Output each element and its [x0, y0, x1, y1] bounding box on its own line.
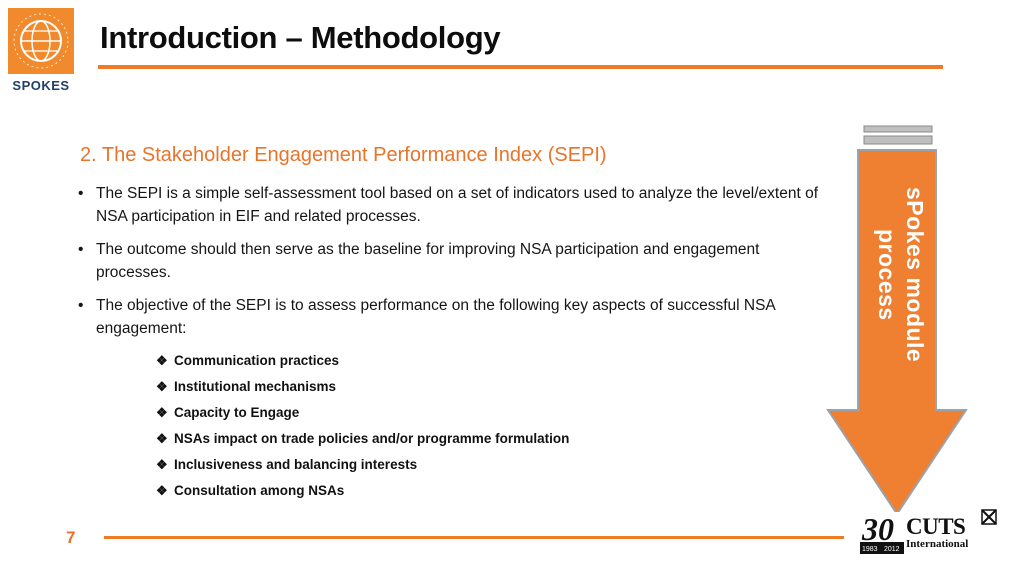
- logo-wordmark: SPOKES: [12, 78, 70, 93]
- bullet-list: • The SEPI is a simple self-assessment t…: [78, 182, 818, 350]
- spokes-logo: SPOKES: [8, 8, 74, 96]
- arrow-label-text: sPokes module process: [874, 187, 928, 363]
- aspect-item: ❖ Communication practices: [156, 348, 569, 374]
- aspect-item: ❖ NSAs impact on trade policies and/or p…: [156, 426, 569, 452]
- diamond-bullet-icon: ❖: [156, 379, 168, 394]
- bullet-item: • The outcome should then serve as the b…: [78, 238, 818, 284]
- bullet-text: The SEPI is a simple self-assessment too…: [96, 185, 818, 225]
- diamond-bullet-icon: ❖: [156, 457, 168, 472]
- cuts-subtitle: International: [906, 538, 969, 550]
- aspect-list: ❖ Communication practices ❖ Institutiona…: [156, 348, 569, 504]
- aspect-item: ❖ Consultation among NSAs: [156, 478, 569, 504]
- bullet-glyph: •: [78, 185, 84, 202]
- aspect-text: Capacity to Engage: [174, 405, 300, 420]
- diamond-bullet-icon: ❖: [156, 483, 168, 498]
- page-number: 7: [66, 528, 76, 547]
- bullet-item: • The objective of the SEPI is to assess…: [78, 294, 818, 340]
- process-arrow-icon: [826, 125, 968, 516]
- bullet-glyph: •: [78, 297, 84, 314]
- diamond-bullet-icon: ❖: [156, 353, 168, 368]
- aspect-text: Inclusiveness and balancing interests: [174, 457, 418, 472]
- globe-icon: [13, 13, 69, 69]
- footer-divider: [104, 536, 844, 539]
- arrow-label: sPokes module process: [858, 160, 944, 390]
- diamond-bullet-icon: ❖: [156, 405, 168, 420]
- aspect-item: ❖ Institutional mechanisms: [156, 374, 569, 400]
- cuts-year-start: 1983: [862, 546, 878, 553]
- title-divider: [98, 65, 943, 69]
- cuts-year-end: 2012: [884, 546, 900, 553]
- aspect-text: Institutional mechanisms: [174, 379, 337, 394]
- page-title: Introduction – Methodology: [100, 20, 501, 55]
- cuts-emblem-icon: [981, 509, 997, 525]
- bullet-text: The outcome should then serve as the bas…: [96, 241, 760, 281]
- bullet-glyph: •: [78, 241, 84, 258]
- bullet-item: • The SEPI is a simple self-assessment t…: [78, 182, 818, 228]
- aspect-item: ❖ Capacity to Engage: [156, 400, 569, 426]
- aspect-text: Communication practices: [174, 353, 340, 368]
- diamond-bullet-icon: ❖: [156, 431, 168, 446]
- section-subtitle: 2. The Stakeholder Engagement Performanc…: [80, 144, 607, 166]
- aspect-item: ❖ Inclusiveness and balancing interests: [156, 452, 569, 478]
- cuts-logo: 30 1983 2012: [860, 509, 997, 554]
- aspect-text: Consultation among NSAs: [174, 483, 345, 498]
- cuts-anniversary: 30: [861, 511, 894, 547]
- logo-emblem: [8, 8, 74, 74]
- bullet-text: The objective of the SEPI is to assess p…: [96, 297, 775, 337]
- cuts-name: CUTS: [906, 514, 966, 539]
- aspect-text: NSAs impact on trade policies and/or pro…: [174, 431, 570, 446]
